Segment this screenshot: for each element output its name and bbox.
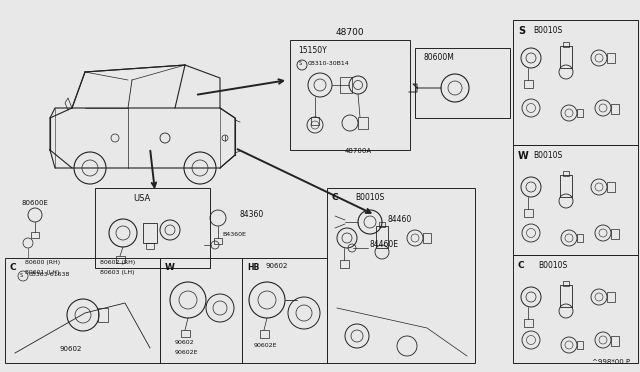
Text: 48700: 48700 [336, 28, 364, 37]
Text: 84460E: 84460E [370, 240, 399, 249]
Bar [577, 341, 583, 349]
Bar [260, 330, 269, 338]
Bar [116, 256, 125, 263]
Bar [563, 171, 569, 176]
Bar [340, 77, 352, 93]
Text: S: S [20, 273, 23, 278]
Text: 90602: 90602 [175, 340, 195, 345]
Bar [524, 80, 533, 88]
Bar [379, 222, 385, 227]
Bar [513, 255, 638, 363]
Bar [563, 281, 569, 286]
Bar [160, 258, 242, 363]
Text: 80600E: 80600E [22, 200, 49, 206]
Text: USA: USA [133, 194, 150, 203]
Text: B0010S: B0010S [533, 26, 563, 35]
Text: B0010S: B0010S [538, 261, 567, 270]
Bar [423, 233, 431, 243]
Text: S: S [518, 26, 525, 36]
Bar [560, 46, 572, 68]
Text: 80602 (RH): 80602 (RH) [100, 260, 135, 265]
Bar [611, 229, 619, 239]
Bar [95, 188, 210, 268]
Text: 15150Y: 15150Y [298, 46, 327, 55]
Bar [611, 336, 619, 346]
Text: 48700A: 48700A [345, 148, 372, 154]
Text: 90602E: 90602E [175, 350, 198, 355]
Bar [358, 117, 368, 129]
Text: B4360E: B4360E [222, 232, 246, 237]
Bar [214, 238, 222, 244]
Text: C: C [9, 263, 15, 272]
Text: 80603 (LH): 80603 (LH) [100, 270, 134, 275]
Text: B0010S: B0010S [533, 151, 563, 160]
Bar [577, 109, 583, 117]
Bar [290, 40, 410, 150]
Bar [607, 182, 615, 192]
Text: 90602: 90602 [60, 346, 83, 352]
Bar [340, 260, 349, 268]
Text: 84360: 84360 [240, 210, 264, 219]
Text: ^998*00 P: ^998*00 P [592, 359, 630, 365]
Text: 80600M: 80600M [423, 53, 454, 62]
Text: HB: HB [247, 263, 259, 272]
Text: W: W [518, 151, 529, 161]
Bar [327, 188, 475, 363]
Bar [31, 232, 39, 238]
Bar [242, 258, 327, 363]
Bar [563, 42, 569, 47]
Bar [607, 292, 615, 302]
Text: C: C [332, 193, 339, 202]
Bar [181, 330, 190, 337]
Bar [146, 243, 154, 249]
Text: C: C [518, 261, 525, 270]
Bar [560, 285, 572, 307]
Bar [415, 48, 510, 118]
Text: S: S [298, 61, 301, 66]
Bar [376, 226, 388, 248]
Bar [143, 223, 157, 243]
Text: 84460: 84460 [387, 215, 412, 224]
Text: W: W [165, 263, 175, 272]
Text: 90602E: 90602E [254, 343, 278, 348]
Bar [5, 258, 160, 363]
Bar [577, 234, 583, 242]
Text: B0010S: B0010S [355, 193, 384, 202]
Bar [513, 145, 638, 255]
Text: 80600 (RH): 80600 (RH) [25, 260, 60, 265]
Bar [560, 175, 572, 197]
Bar [524, 209, 533, 217]
Bar [513, 20, 638, 145]
Bar [311, 117, 319, 125]
Bar [611, 104, 619, 114]
Text: 80601 (LH): 80601 (LH) [25, 270, 60, 275]
Text: 08363-61638: 08363-61638 [29, 272, 70, 277]
Bar [524, 319, 533, 327]
Text: 08310-30B14: 08310-30B14 [308, 61, 349, 66]
Text: 90602: 90602 [266, 263, 289, 269]
Bar [98, 308, 108, 322]
Bar [607, 53, 615, 63]
